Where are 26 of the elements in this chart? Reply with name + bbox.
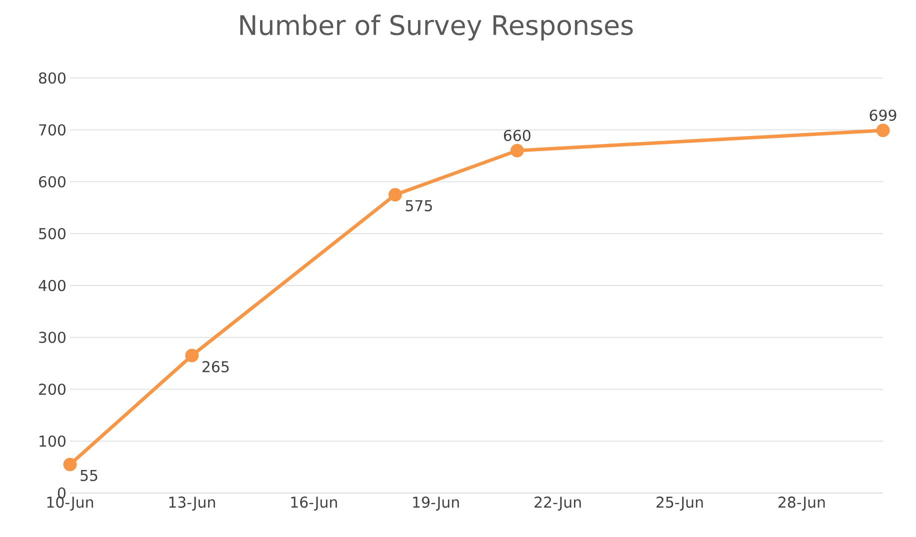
y-tick-label: 300 [39, 332, 66, 344]
data-label: 660 [504, 130, 530, 142]
x-tick-label: 22-Jun [534, 496, 581, 511]
point [510, 144, 524, 158]
data-label: 265 [202, 361, 229, 372]
y-tick-label: 800 [38, 72, 66, 84]
point [63, 458, 77, 472]
x-tick-label: 19-Jun [413, 496, 459, 511]
x-tick-label: 16-Jun [291, 496, 337, 511]
data-label: 55 [80, 470, 98, 482]
point [388, 188, 402, 202]
point [185, 348, 199, 362]
y-tick-label: 700 [39, 124, 66, 136]
x-tick-label: 13-Jun [169, 496, 215, 511]
point [876, 124, 890, 138]
data-label: 699 [870, 110, 896, 121]
x-tick-label: 28-Jun [778, 496, 825, 511]
x-tick-label: 25-Jun [656, 496, 703, 511]
y-tick-label: 600 [39, 176, 66, 188]
y-tick-label: 500 [39, 228, 66, 240]
y-tick-label: 200 [39, 384, 66, 395]
data-label: 575 [406, 200, 432, 212]
y-tick-label: 100 [40, 435, 66, 447]
chart-title: Number of Survey Responses [240, 14, 633, 40]
x-tick-label: 10-Jun [47, 496, 94, 511]
y-tick-label: 400 [38, 280, 66, 292]
